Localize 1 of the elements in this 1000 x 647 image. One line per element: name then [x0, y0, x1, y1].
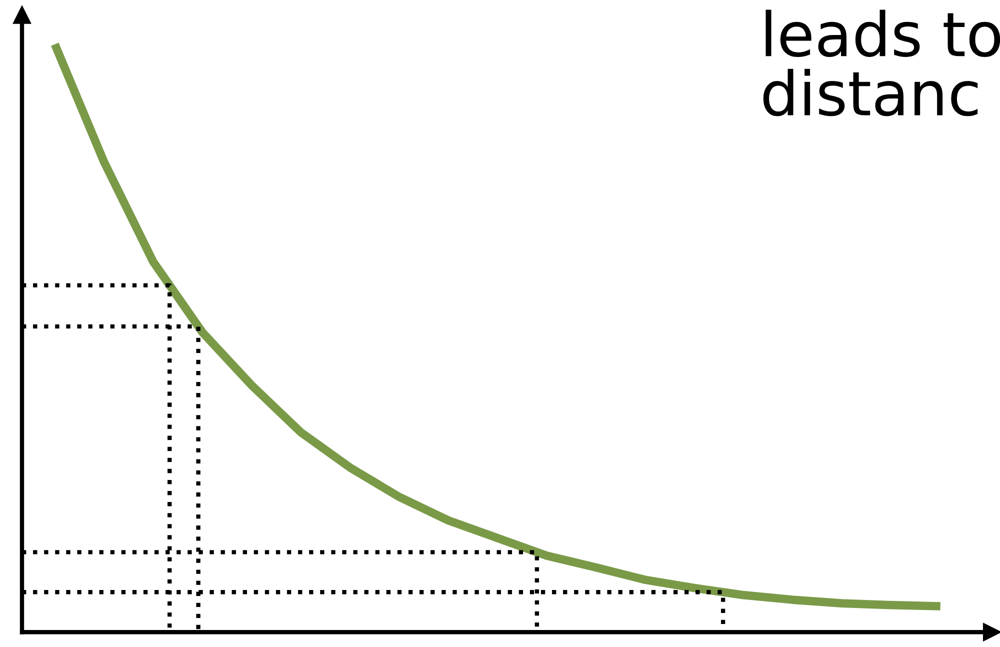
annotation: leads to distanc — [763, 10, 1000, 116]
